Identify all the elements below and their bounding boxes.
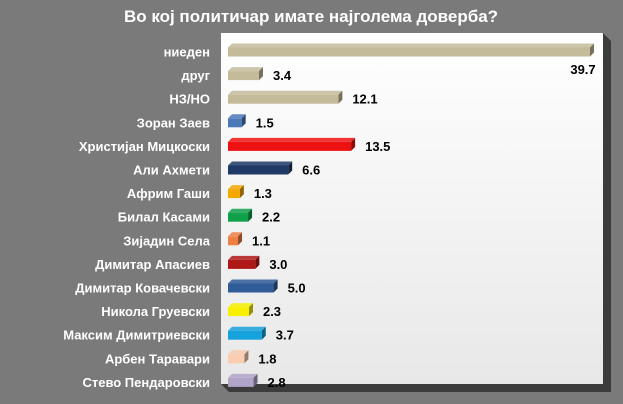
bar-side-face [248,303,253,317]
bar [228,303,253,317]
bar-top-face [228,90,343,95]
bar [228,161,293,175]
value-label: 1.5 [256,115,274,130]
bar-top-face [228,350,249,355]
value-label: 6.6 [302,163,320,178]
value-labels-group: 39.7 3.4 12.1 1.5 13.5 6.6 1.3 2.2 1.1 3.05.0 2.3 3… [252,62,596,390]
bar-side-face [288,161,293,175]
bar [228,137,356,151]
bar [228,326,266,340]
category-label: Билал Касами [118,210,210,225]
value-label: 1.8 [258,351,276,366]
bar [228,43,594,57]
category-label: ниеден [164,45,210,60]
category-label: Димитар Апасиев [95,257,210,272]
bar [228,279,278,293]
value-label: 2.3 [263,304,281,319]
bar-side-face [244,350,249,364]
bar-top-face [228,114,246,119]
bar-top-face [228,232,243,237]
bar [228,114,246,128]
value-label: 2.2 [262,210,280,225]
bar-side-face [239,185,244,199]
bar [228,67,264,81]
bar-front-face [228,354,245,364]
bar-front-face [228,330,262,340]
category-label: Зијадин Села [123,233,211,248]
bar-side-face [241,114,246,128]
category-label: Стево Пендаровски [82,375,210,390]
bar [228,350,249,364]
bar-side-face [590,43,594,57]
bar-top-face [228,373,258,378]
bar-side-face [273,279,278,293]
category-label: Африм Гаши [127,186,210,201]
bar-side-face [253,373,258,387]
bar-top-face [228,208,253,213]
category-label: Димитар Ковачевски [75,281,210,296]
bar-front-face [228,141,352,151]
bar-top-face [228,303,253,308]
bar-front-face [228,189,240,199]
bar-front-face [228,236,239,246]
category-label: Арбен Таравари [105,351,210,366]
bar-front-face [228,307,249,317]
bar-top-face [228,326,266,331]
bar-side-face [255,255,260,269]
value-label: 1.3 [254,186,272,201]
category-label: Христијан Мицкоски [79,139,210,154]
bar-front-face [228,259,256,269]
bar [228,373,258,387]
category-label: НЗ/НО [169,92,210,107]
bar-front-face [228,283,274,293]
value-label: 3.4 [273,68,292,83]
value-label: 12.1 [352,92,377,107]
category-label: друг [181,68,210,83]
value-label: 2.8 [268,375,286,390]
bar-top-face [228,161,293,166]
bar-side-face [259,67,264,81]
bar-side-face [338,90,343,104]
bar-side-face [351,137,356,151]
bar-front-face [228,165,289,175]
category-label: Никола Груевски [101,304,210,319]
bar [228,185,244,199]
bar-top-face [228,185,244,190]
category-labels-group: ниеден друг НЗ/НО Зоран Заев Христијан Мицко… [63,45,211,390]
value-label: 5.0 [288,281,306,296]
category-label: Али Ахмети [133,163,210,178]
bar-top-face [228,67,264,72]
bar-top-face [228,279,278,284]
value-label: 13.5 [365,139,390,154]
bar-front-face [228,94,339,104]
bar [228,208,253,222]
value-label: 3.7 [276,328,294,343]
bar-top-face [228,255,260,260]
value-label: 39.7 [570,62,595,77]
bar-side-face [248,208,253,222]
value-label: 3.0 [269,257,287,272]
bar-front-face [228,118,242,128]
bar-top-face [228,137,356,142]
bar [228,90,343,104]
category-label: Максим Димитриевски [63,328,210,343]
bar [228,232,243,246]
bar [228,255,260,269]
category-label: Зоран Заев [137,115,210,130]
bar-top-face [228,43,594,48]
chart-title: Во кој политичар имате најголема доверба… [124,7,498,26]
bars-group [228,43,594,387]
bar-side-face [261,326,266,340]
bar-front-face [228,212,249,222]
value-label: 1.1 [252,233,270,248]
bar-front-face [228,377,254,387]
bar-front-face [228,71,260,81]
bar-side-face [238,232,243,246]
bar-front-face [228,47,590,57]
